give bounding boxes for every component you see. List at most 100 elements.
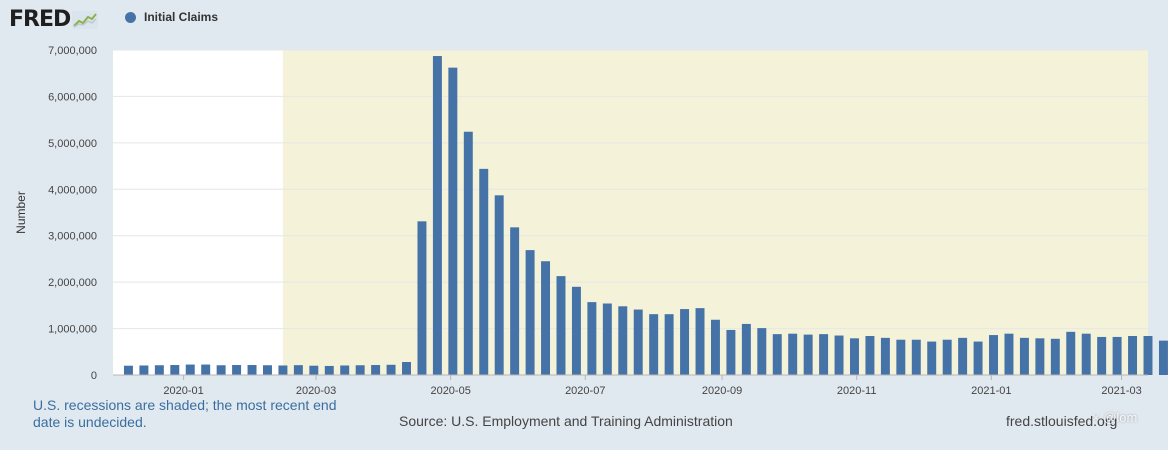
bar[interactable] (278, 365, 288, 375)
bar[interactable] (541, 261, 551, 375)
bar[interactable] (247, 365, 257, 375)
bar[interactable] (911, 339, 921, 375)
x-tick-label: 2021-01 (971, 385, 1011, 397)
bar[interactable] (695, 308, 705, 375)
bar[interactable] (463, 131, 473, 375)
source-url[interactable]: fred.stlouisfed.org (1006, 413, 1118, 429)
x-axis: 2020-01 2020-03 2020-05 2020-07 2020-09 2020-… (163, 375, 1142, 397)
bar[interactable] (633, 309, 643, 375)
bar[interactable] (618, 306, 628, 375)
y-tick-label: 2,000,000 (48, 277, 97, 289)
bar[interactable] (1035, 338, 1045, 375)
bar[interactable] (726, 329, 736, 375)
x-tick-label: 2020-01 (163, 385, 203, 397)
bar[interactable] (1158, 340, 1168, 375)
bar[interactable] (154, 365, 164, 375)
bar-series (123, 56, 1168, 376)
bar[interactable] (123, 365, 133, 375)
x-tick-label: 2020-09 (702, 385, 742, 397)
watermark: × @lom (1092, 410, 1138, 425)
bar[interactable] (1112, 336, 1122, 375)
bar[interactable] (494, 195, 504, 375)
bar[interactable] (510, 227, 520, 375)
bar[interactable] (958, 337, 968, 375)
bar[interactable] (710, 319, 720, 375)
bar-chart[interactable]: 0 1,000,000 2,000,000 3,000,000 4,000,000 5,0… (0, 0, 1168, 400)
x-tick-label: 2020-11 (837, 385, 877, 397)
bar[interactable] (757, 328, 767, 375)
bar[interactable] (680, 309, 690, 375)
bar[interactable] (263, 365, 272, 375)
bar[interactable] (309, 365, 319, 375)
bar[interactable] (340, 365, 350, 375)
x-tick-label: 2020-07 (565, 385, 605, 397)
legend-label: Initial Claims (144, 10, 219, 24)
y-axis-label: Number (14, 191, 28, 234)
y-tick-label: 0 (91, 370, 97, 382)
bar[interactable] (664, 314, 674, 375)
bar[interactable] (973, 341, 983, 375)
bar[interactable] (139, 365, 149, 375)
bar[interactable] (850, 338, 859, 375)
bar[interactable] (371, 365, 381, 375)
bar[interactable] (417, 221, 427, 375)
source-note: Source: U.S. Employment and Training Adm… (399, 413, 733, 429)
bar[interactable] (1004, 333, 1014, 375)
logo-text: FRED (9, 7, 71, 32)
bar[interactable] (649, 314, 659, 375)
bar[interactable] (1050, 338, 1060, 375)
bar[interactable] (942, 339, 952, 375)
bar[interactable] (1081, 333, 1091, 375)
bar[interactable] (448, 67, 458, 375)
bar[interactable] (386, 364, 396, 375)
bar[interactable] (741, 323, 751, 375)
recession-footnote: U.S. recessions are shaded; the most rec… (33, 397, 337, 430)
bar[interactable] (989, 335, 998, 375)
bar[interactable] (216, 365, 226, 375)
bar[interactable] (479, 168, 489, 375)
x-tick-label: 2020-05 (430, 385, 470, 397)
bar[interactable] (834, 335, 844, 375)
y-tick-label: 6,000,000 (48, 91, 97, 103)
gridlines (113, 49, 1148, 330)
bar[interactable] (927, 341, 937, 375)
bar[interactable] (819, 334, 829, 375)
bar[interactable] (432, 56, 442, 375)
bar[interactable] (803, 334, 813, 375)
bar[interactable] (587, 302, 597, 375)
header: FRED Initial Claims (0, 0, 1168, 40)
bar[interactable] (185, 364, 195, 375)
bar[interactable] (1143, 336, 1153, 375)
bar[interactable] (201, 364, 211, 375)
y-axis: 0 1,000,000 2,000,000 3,000,000 4,000,000 5,0… (48, 45, 97, 382)
bar[interactable] (865, 336, 875, 375)
y-tick-label: 4,000,000 (48, 184, 97, 196)
bar[interactable] (1128, 336, 1138, 375)
y-tick-label: 7,000,000 (48, 45, 97, 57)
bar[interactable] (602, 303, 612, 376)
bar[interactable] (1097, 336, 1107, 375)
legend-marker (125, 11, 136, 23)
fred-logo[interactable]: FRED (9, 7, 99, 33)
x-tick-label: 2021-03 (1101, 385, 1141, 397)
bar[interactable] (772, 334, 782, 375)
bar[interactable] (525, 250, 535, 375)
y-tick-label: 1,000,000 (48, 324, 97, 336)
bar[interactable] (896, 339, 906, 375)
y-tick-label: 5,000,000 (48, 138, 97, 150)
bar[interactable] (293, 365, 303, 375)
bar[interactable] (1066, 331, 1076, 375)
chart-legend[interactable]: Initial Claims (125, 10, 218, 24)
line-chart-icon (72, 11, 99, 29)
bar[interactable] (402, 362, 411, 375)
bar[interactable] (571, 286, 581, 375)
bar[interactable] (788, 333, 798, 375)
bar[interactable] (232, 365, 242, 375)
bar[interactable] (880, 337, 890, 375)
bar[interactable] (170, 365, 180, 375)
bar[interactable] (355, 365, 365, 375)
bar[interactable] (1019, 337, 1029, 375)
bar[interactable] (324, 365, 334, 375)
y-tick-label: 3,000,000 (48, 231, 97, 243)
bar[interactable] (556, 276, 566, 375)
